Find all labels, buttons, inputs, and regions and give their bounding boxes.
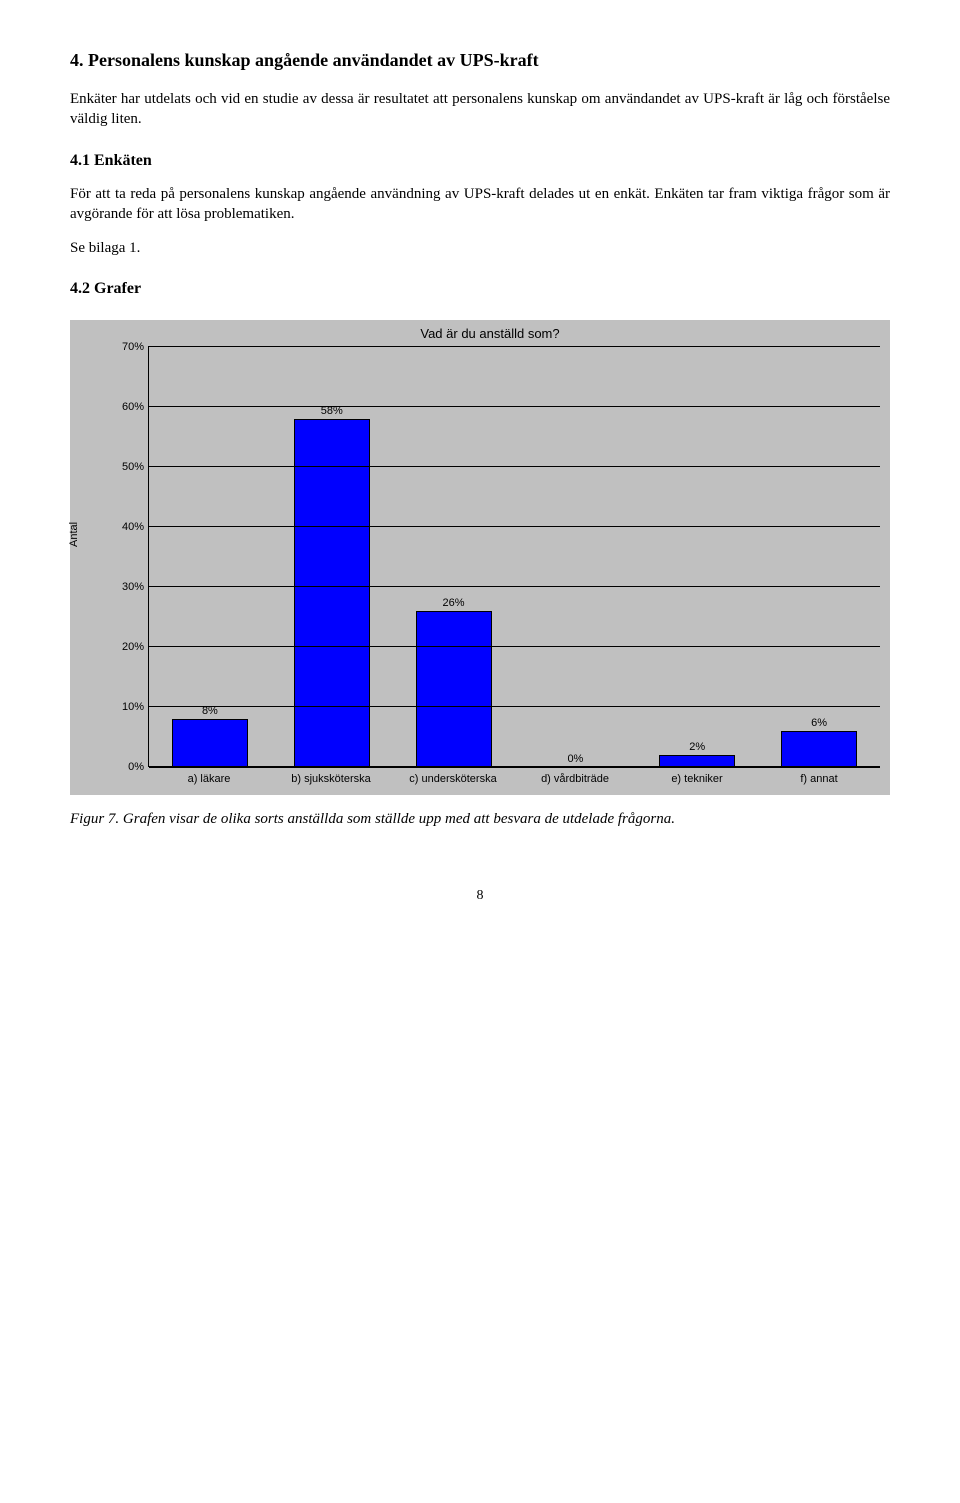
y-tick: 40% [122, 521, 144, 533]
y-tick: 50% [122, 461, 144, 473]
gridline [148, 586, 880, 587]
y-tick: 20% [122, 641, 144, 653]
gridline [148, 706, 880, 707]
gridline [148, 526, 880, 527]
bar-rect [294, 419, 370, 767]
gridline [148, 766, 880, 767]
y-tick: 70% [122, 341, 144, 353]
y-axis-label: Antal [68, 522, 80, 547]
y-tick: 10% [122, 701, 144, 713]
gridline [148, 466, 880, 467]
bar-value-label: 0% [567, 753, 583, 765]
bar-value-label: 26% [443, 597, 465, 609]
x-axis-labels: a) läkareb) sjuksköterskac) undersköters… [148, 767, 880, 795]
chart-title: Vad är du anställd som? [100, 320, 880, 341]
bar-rect [781, 731, 857, 767]
y-axis: 0%10%20%30%40%50%60%70% [100, 347, 149, 767]
bar-value-label: 6% [811, 717, 827, 729]
figure-caption: Figur 7. Grafen visar de olika sorts ans… [70, 811, 890, 828]
y-tick: 30% [122, 581, 144, 593]
y-tick: 0% [128, 761, 144, 773]
bar: 2% [649, 741, 746, 767]
gridline [148, 646, 880, 647]
bar: 26% [405, 597, 502, 767]
chart-plot-area: Antal 0%10%20%30%40%50%60%70% 8%58%26%0%… [100, 347, 880, 767]
sub41-p2: Se bilaga 1. [70, 238, 890, 258]
subsection-42-title: 4.2 Grafer [70, 280, 890, 298]
sub41-p1: För att ta reda på personalens kunskap a… [70, 184, 890, 225]
section-intro: Enkäter har utdelats och vid en studie a… [70, 89, 890, 130]
plot-region: 8%58%26%0%2%6% [149, 347, 880, 768]
bar-value-label: 2% [689, 741, 705, 753]
bar: 6% [770, 717, 867, 767]
x-tick-label: a) läkare [148, 773, 270, 785]
subsection-41-title: 4.1 Enkäten [70, 152, 890, 170]
gridline [148, 406, 880, 407]
bar: 0% [527, 753, 624, 767]
x-tick-label: f) annat [758, 773, 880, 785]
x-tick-label: e) tekniker [636, 773, 758, 785]
bar-rect [172, 719, 248, 767]
x-tick-label: d) vårdbiträde [514, 773, 636, 785]
chart-container: Vad är du anställd som? Antal 0% 10% 20% 30… [70, 320, 890, 795]
bar-rect [416, 611, 492, 767]
page-number: 8 [70, 888, 890, 904]
y-tick: 60% [122, 401, 144, 413]
bar: 8% [161, 705, 258, 767]
x-tick-label: b) sjuksköterska [270, 773, 392, 785]
section-title: 4. Personalens kunskap angående användan… [70, 50, 890, 71]
x-tick-label: c) undersköterska [392, 773, 514, 785]
gridline [148, 346, 880, 347]
